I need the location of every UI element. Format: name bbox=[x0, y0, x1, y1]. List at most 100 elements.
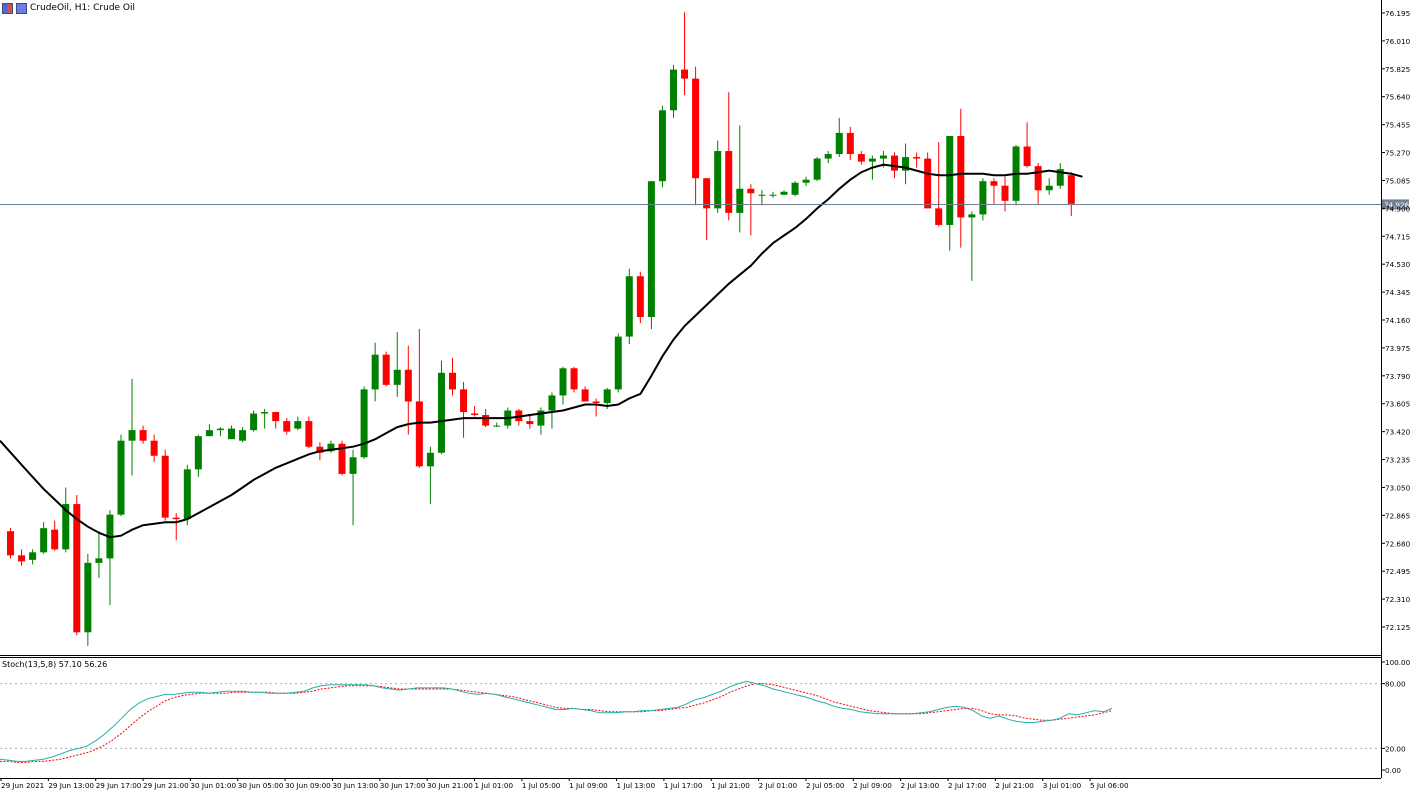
candle-bear bbox=[471, 413, 479, 416]
current-price-label: 74.926 bbox=[1384, 200, 1410, 209]
time-tick-label: 2 Jul 21:00 bbox=[995, 781, 1034, 790]
price-tick-label: 75.085 bbox=[1385, 176, 1410, 185]
stoch-tick-label: 80.00 bbox=[1385, 680, 1406, 689]
grid-layer bbox=[0, 0, 1382, 779]
candle-bull bbox=[261, 412, 269, 414]
candle-bull bbox=[183, 469, 191, 520]
candle-bull bbox=[868, 158, 876, 162]
price-tick-label: 72.125 bbox=[1385, 623, 1410, 632]
candle-bull bbox=[559, 368, 567, 396]
time-tick-label: 3 Jul 01:00 bbox=[1043, 781, 1082, 790]
time-tick-label: 1 Jul 01:00 bbox=[475, 781, 514, 790]
candle-bear bbox=[1067, 175, 1075, 204]
candle-bear bbox=[924, 158, 932, 209]
candle-bear bbox=[846, 132, 854, 155]
time-tick-label: 29 Jun 17:00 bbox=[96, 781, 142, 790]
candle-bear bbox=[404, 369, 412, 402]
candle-bull bbox=[1045, 185, 1053, 191]
time-tick-label: 30 Jun 09:00 bbox=[285, 781, 331, 790]
candle-bull bbox=[437, 372, 445, 453]
time-tick-label: 1 Jul 09:00 bbox=[569, 781, 608, 790]
candle-bull bbox=[758, 194, 766, 196]
candle-bull bbox=[62, 504, 70, 550]
moving-average-line bbox=[0, 163, 1083, 539]
price-tick-label: 75.640 bbox=[1385, 93, 1411, 102]
candle-bull bbox=[791, 182, 799, 195]
candle-bull bbox=[250, 413, 258, 431]
candle-bear bbox=[382, 354, 390, 385]
candle-bear bbox=[636, 276, 644, 317]
price-axis: 76.195 76.010 75.825 75.640 75.455 75.270 75.0… bbox=[1381, 9, 1411, 632]
time-tick-label: 29 Jun 13:00 bbox=[48, 781, 94, 790]
candle-bear bbox=[283, 421, 291, 432]
time-tick-label: 30 Jun 17:00 bbox=[380, 781, 426, 790]
time-axis: 29 Jun 2021 29 Jun 13:00 29 Jun 17:00 29 Ju… bbox=[0, 778, 1129, 790]
candle-bear bbox=[703, 178, 711, 209]
chart-title: CrudeOil, H1: Crude Oil bbox=[30, 3, 136, 13]
price-tick-label: 74.345 bbox=[1385, 288, 1410, 297]
chart-title-bar: CrudeOil, H1: Crude Oil bbox=[2, 1, 135, 15]
candle-bull bbox=[647, 181, 655, 317]
price-tick-label: 72.680 bbox=[1385, 539, 1411, 548]
candle-bull bbox=[802, 179, 810, 183]
candle-bull bbox=[294, 421, 302, 429]
candle-bear bbox=[725, 151, 733, 213]
candle-bull bbox=[371, 354, 379, 390]
candle-bull bbox=[670, 69, 677, 111]
candle-bull bbox=[824, 154, 832, 159]
stoch-tick-label: 20.00 bbox=[1385, 744, 1406, 753]
price-tick-label: 72.495 bbox=[1385, 567, 1410, 576]
candle-bear bbox=[1023, 146, 1031, 167]
candle-bull bbox=[614, 336, 622, 390]
price-tick-label: 73.235 bbox=[1385, 456, 1410, 465]
time-tick-label: 2 Jul 01:00 bbox=[759, 781, 798, 790]
candle-bear bbox=[150, 440, 158, 456]
time-tick-label: 1 Jul 17:00 bbox=[664, 781, 703, 790]
candle-bear bbox=[172, 517, 180, 520]
time-tick-label: 2 Jul 13:00 bbox=[901, 781, 940, 790]
candle-bear bbox=[18, 555, 26, 562]
candle-bear bbox=[581, 389, 589, 402]
time-tick-label: 2 Jul 17:00 bbox=[948, 781, 987, 790]
time-tick-label: 2 Jul 09:00 bbox=[853, 781, 892, 790]
candle-bear bbox=[305, 421, 313, 447]
time-tick-label: 2 Jul 05:00 bbox=[806, 781, 845, 790]
candle-bull bbox=[736, 188, 744, 213]
candle-bull bbox=[835, 132, 843, 155]
candle-bull bbox=[84, 562, 92, 633]
time-tick-label: 30 Jun 05:00 bbox=[238, 781, 284, 790]
candle-bear bbox=[1034, 166, 1042, 191]
candle-bear bbox=[891, 155, 898, 171]
candle-bear bbox=[460, 389, 468, 413]
candle-bear bbox=[415, 401, 423, 467]
candle-bull bbox=[879, 155, 887, 159]
candle-bull bbox=[29, 552, 37, 560]
candle-bull bbox=[194, 436, 202, 470]
candle-bull bbox=[360, 389, 368, 458]
price-tick-label: 74.530 bbox=[1385, 260, 1411, 269]
candle-bull bbox=[349, 457, 357, 474]
candle-bear bbox=[526, 421, 534, 425]
candle-bull bbox=[537, 410, 545, 426]
stoch-tick-label: 0.00 bbox=[1385, 766, 1401, 775]
candle-bull bbox=[968, 214, 976, 218]
current-price-layer: 74.926 bbox=[0, 199, 1410, 210]
price-tick-label: 74.160 bbox=[1385, 316, 1411, 325]
price-tick-label: 73.975 bbox=[1385, 344, 1410, 353]
candle-bull bbox=[95, 558, 103, 563]
current-price-badge bbox=[1382, 199, 1409, 210]
candle-bull bbox=[813, 158, 821, 180]
moving-average-layer bbox=[0, 163, 1083, 539]
candle-bear bbox=[73, 504, 81, 633]
candle-bear bbox=[692, 78, 700, 179]
time-tick-label: 30 Jun 13:00 bbox=[332, 781, 378, 790]
candle-bear bbox=[913, 157, 921, 159]
candle-bull bbox=[426, 452, 434, 467]
candle-bull bbox=[658, 110, 666, 182]
time-tick-label: 29 Jun 21:00 bbox=[143, 781, 189, 790]
candle-bull bbox=[714, 151, 722, 209]
time-tick-label: 1 Jul 21:00 bbox=[711, 781, 750, 790]
candle-bull bbox=[493, 425, 501, 427]
